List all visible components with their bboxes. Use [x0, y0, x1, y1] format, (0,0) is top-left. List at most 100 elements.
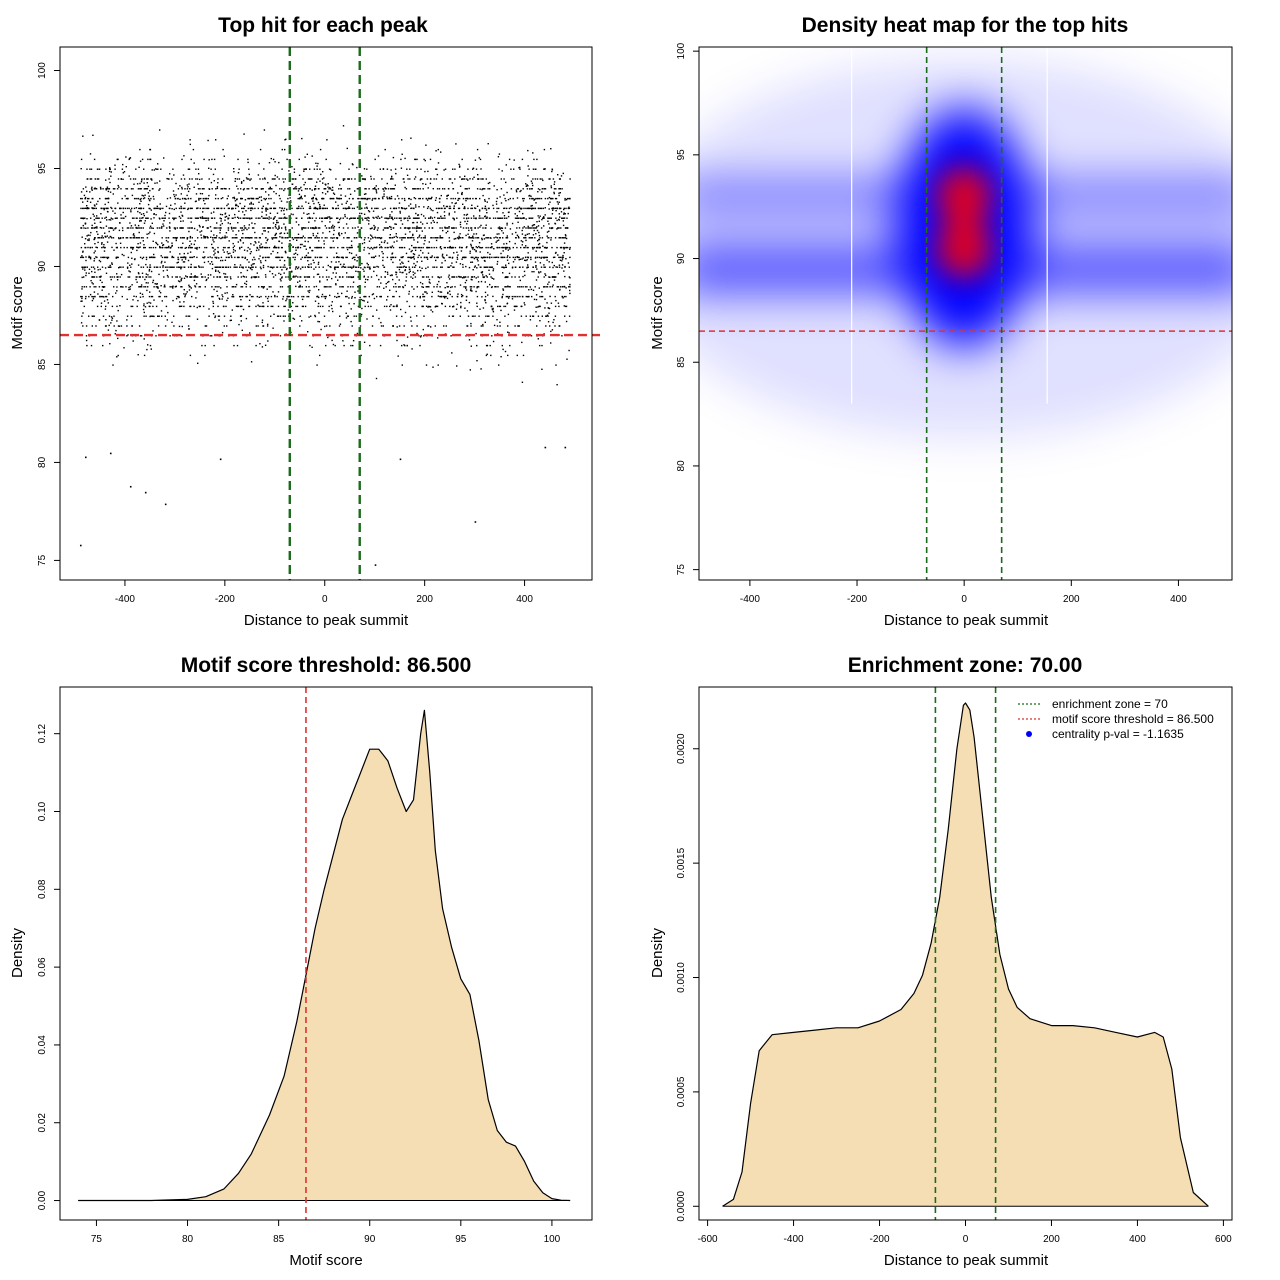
scatter-point — [476, 258, 478, 260]
scatter-point — [314, 315, 317, 318]
scatter-point — [563, 285, 566, 288]
scatter-point — [374, 207, 376, 210]
scatter-point — [237, 188, 239, 190]
scatter-point — [500, 202, 503, 204]
scatter-point — [360, 237, 363, 239]
scatter-point — [297, 207, 299, 210]
scatter-point — [250, 243, 252, 245]
scatter-point — [236, 204, 238, 207]
scatter-point — [252, 266, 254, 268]
scatter-point — [242, 242, 244, 244]
scatter-point — [260, 305, 262, 308]
scatter-point — [246, 259, 248, 261]
scatter-point — [270, 286, 272, 288]
scatter-point — [272, 218, 275, 220]
scatter-point — [513, 178, 515, 180]
scatter-point — [133, 237, 136, 239]
scatter-point — [476, 205, 479, 207]
scatter-point — [392, 256, 395, 259]
scatter-point — [91, 207, 93, 209]
scatter-point — [190, 256, 192, 259]
scatter-point — [507, 255, 509, 257]
scatter-point — [187, 168, 190, 170]
scatter-point — [534, 178, 537, 180]
scatter-point — [266, 217, 268, 219]
scatter-point — [387, 246, 389, 249]
scatter-point — [279, 188, 281, 190]
scatter-point — [174, 228, 176, 230]
scatter-point — [273, 207, 276, 210]
scatter-point — [94, 222, 96, 224]
scatter-point — [561, 264, 564, 266]
scatter-point — [416, 221, 418, 224]
scatter-point — [84, 217, 86, 219]
scatter-point — [221, 294, 223, 296]
scatter-point — [552, 321, 554, 324]
scatter-point — [413, 239, 415, 241]
scatter-point — [323, 188, 326, 190]
scatter-point — [535, 306, 537, 308]
scatter-point — [454, 237, 457, 240]
scatter-point — [310, 266, 312, 268]
scatter-point — [303, 245, 305, 247]
scatter-point — [495, 203, 498, 205]
scatter-point — [551, 170, 553, 173]
scatter-point — [282, 266, 284, 268]
scatter-point — [217, 207, 220, 210]
scatter-point — [562, 237, 564, 239]
scatter-point — [338, 221, 340, 223]
scatter-point — [375, 188, 377, 191]
scatter-point — [465, 256, 467, 259]
scatter-point — [410, 320, 412, 322]
scatter-point — [424, 217, 427, 219]
scatter-point — [386, 168, 389, 170]
scatter-point — [522, 266, 524, 268]
scatter-point — [292, 302, 294, 304]
scatter-point — [282, 237, 284, 239]
scatter-point — [450, 335, 452, 337]
scatter-point — [196, 248, 198, 250]
scatter-point — [561, 246, 563, 249]
scatter-point — [344, 195, 347, 197]
scatter-point — [421, 260, 423, 262]
scatter-point — [207, 139, 209, 142]
scatter-point — [138, 166, 140, 168]
scatter-point — [566, 227, 568, 229]
scatter-point — [363, 276, 365, 278]
scatter-point — [323, 315, 326, 317]
scatter-point — [361, 178, 364, 180]
scatter-point — [385, 286, 387, 288]
scatter-point — [150, 227, 153, 229]
scatter-point — [400, 266, 402, 268]
scatter-point — [288, 170, 290, 172]
scatter-point — [429, 182, 432, 185]
scatter-point — [231, 217, 233, 219]
scatter-point — [477, 276, 479, 278]
scatter-point — [393, 286, 395, 288]
scatter-point — [459, 221, 462, 223]
scatter-point — [94, 243, 96, 245]
scatter-point — [171, 208, 173, 210]
scatter-point — [139, 286, 142, 288]
scatter-point — [404, 344, 406, 347]
scatter-point — [398, 268, 401, 271]
scatter-point — [471, 240, 474, 242]
scatter-point — [297, 267, 299, 270]
scatter-point — [227, 222, 229, 224]
scatter-point — [159, 208, 161, 210]
scatter-point — [124, 207, 126, 210]
scatter-point — [503, 178, 505, 180]
scatter-point — [83, 207, 85, 210]
scatter-point — [407, 217, 409, 219]
scatter-point — [238, 217, 240, 219]
scatter-point — [522, 241, 524, 243]
scatter-point — [515, 189, 518, 191]
scatter-point — [234, 256, 236, 259]
scatter-point — [513, 159, 515, 161]
scatter-point — [538, 217, 540, 219]
scatter-point — [473, 266, 476, 268]
scatter-point — [492, 311, 495, 313]
scatter-point — [319, 168, 321, 170]
scatter-point — [544, 197, 547, 200]
scatter-point — [554, 276, 556, 278]
